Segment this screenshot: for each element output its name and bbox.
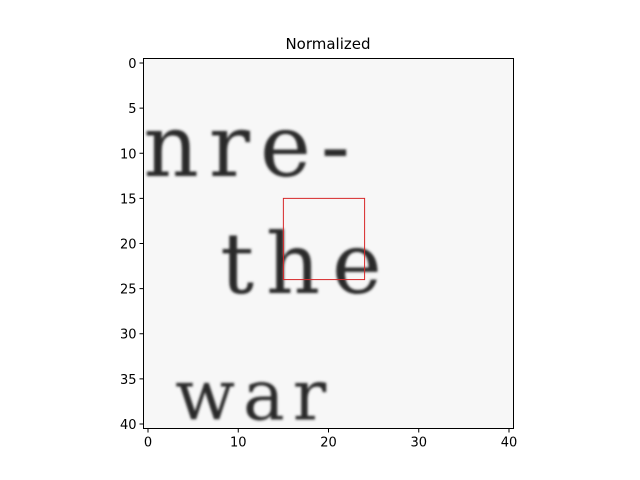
y-tick-label: 30 bbox=[120, 328, 137, 343]
image-text-line: nre- bbox=[144, 97, 360, 197]
y-tick-label: 0 bbox=[128, 57, 136, 72]
x-axis-ticks: 0 10 20 30 40 bbox=[144, 428, 518, 451]
highlight-box bbox=[282, 197, 366, 281]
y-tick-label: 35 bbox=[120, 373, 137, 388]
y-tick-label: 25 bbox=[120, 283, 137, 298]
x-tick-label: 30 bbox=[410, 436, 427, 451]
y-axis-ticks: 0 5 10 15 20 25 30 35 40 bbox=[120, 57, 144, 433]
y-tick-label: 5 bbox=[128, 102, 136, 117]
x-tick-label: 20 bbox=[320, 436, 337, 451]
image-text-line: the bbox=[220, 215, 394, 313]
y-tick-label: 15 bbox=[120, 192, 137, 207]
heatmap-image: nre-the war bbox=[144, 97, 394, 436]
plot-background bbox=[143, 58, 514, 429]
image-text-line: war bbox=[175, 354, 334, 436]
y-tick-label: 40 bbox=[120, 418, 137, 433]
y-tick-label: 10 bbox=[120, 147, 137, 162]
x-tick-label: 10 bbox=[230, 436, 247, 451]
x-tick-label: 0 bbox=[144, 436, 152, 451]
x-tick-label: 40 bbox=[501, 436, 518, 451]
y-tick-label: 20 bbox=[120, 238, 137, 253]
chart-title: Normalized bbox=[285, 35, 370, 53]
image-ink-text: nre-the war bbox=[144, 97, 394, 436]
